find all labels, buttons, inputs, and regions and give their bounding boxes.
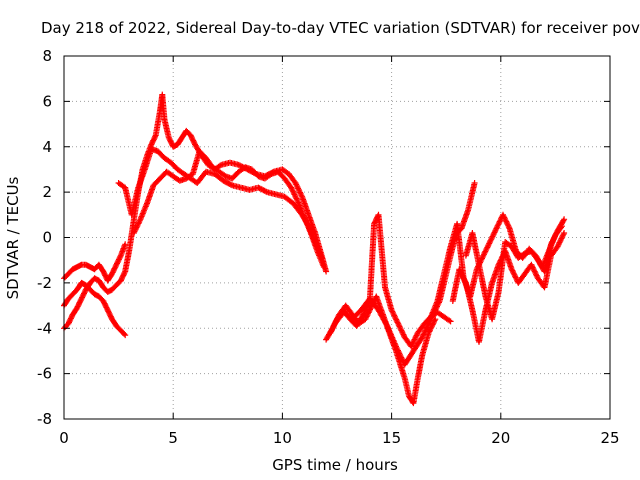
x-tick-label: 20 — [491, 429, 510, 447]
x-tick-label: 15 — [382, 429, 401, 447]
chart-title: Day 218 of 2022, Sidereal Day-to-day VTE… — [41, 19, 640, 37]
data-point-marker — [117, 253, 124, 260]
x-tick-label: 5 — [168, 429, 178, 447]
series-track-a — [61, 241, 129, 284]
data-point-marker — [481, 249, 488, 256]
y-tick-label: 8 — [42, 47, 52, 65]
data-point-marker — [410, 339, 417, 346]
data-point-marker — [492, 228, 499, 235]
data-points-layer — [61, 91, 568, 407]
data-point-marker — [480, 252, 487, 259]
data-point-marker — [560, 217, 567, 224]
data-point-marker — [457, 269, 464, 275]
data-point-marker — [508, 266, 515, 273]
data-point-marker — [484, 243, 491, 250]
x-axis-label: GPS time / hours — [272, 456, 398, 474]
data-point-marker — [360, 311, 367, 318]
y-tick-label: 6 — [42, 92, 52, 110]
data-point-marker — [529, 263, 535, 270]
y-tick-label: -2 — [37, 274, 52, 292]
data-point-marker — [495, 261, 502, 268]
data-point-marker — [394, 319, 401, 326]
data-point-marker — [290, 188, 297, 195]
axis-ticks — [63, 55, 611, 420]
data-point-marker — [561, 216, 568, 223]
data-point-marker — [503, 220, 510, 226]
y-tick-label: -4 — [37, 319, 52, 337]
series-track-l — [462, 216, 568, 323]
x-tick-label: 10 — [273, 429, 292, 447]
data-point-marker — [557, 238, 564, 245]
data-point-marker — [395, 322, 402, 329]
data-point-marker — [531, 267, 537, 274]
data-point-marker — [408, 342, 415, 348]
series-track-c — [61, 275, 124, 332]
data-point-marker — [320, 264, 327, 270]
data-point-marker — [502, 217, 509, 224]
data-point-marker — [133, 224, 140, 231]
data-point-marker — [121, 330, 128, 337]
y-tick-label: -8 — [37, 410, 52, 428]
data-point-marker — [483, 245, 490, 252]
data-point-marker — [447, 318, 454, 325]
x-tick-label: 0 — [59, 429, 69, 447]
data-point-marker — [392, 315, 399, 322]
data-point-marker — [328, 328, 335, 335]
data-point-marker — [495, 221, 502, 228]
data-point-marker — [361, 308, 368, 315]
data-point-marker — [555, 242, 562, 249]
y-tick-label: 4 — [42, 138, 52, 156]
y-tick-label: -6 — [37, 365, 52, 383]
data-point-marker — [471, 180, 478, 186]
data-point-marker — [550, 237, 556, 244]
x-tick-label: 25 — [600, 429, 619, 447]
data-point-marker — [493, 225, 500, 232]
series-track-h — [327, 211, 454, 350]
series-track-f — [130, 148, 327, 270]
data-point-marker — [510, 269, 516, 275]
data-point-marker — [553, 230, 560, 237]
y-tick-label: 0 — [42, 229, 52, 247]
data-point-marker — [132, 227, 139, 234]
grid — [64, 56, 610, 419]
axis-tick-labels: 0 5 10 15 20 25 -8 -6 -4 -2 0 2 4 6 8 — [37, 47, 620, 447]
y-axis-label: SDTVAR / TECUs — [4, 176, 22, 299]
data-point-marker — [500, 213, 507, 220]
series-track-b — [61, 279, 129, 339]
data-point-marker — [456, 266, 463, 273]
data-point-marker — [512, 273, 518, 280]
data-point-marker — [216, 162, 223, 169]
data-point-marker — [496, 218, 503, 225]
data-point-marker — [288, 184, 295, 191]
y-tick-label: 2 — [42, 183, 52, 201]
data-point-marker — [121, 269, 128, 276]
data-point-marker — [122, 332, 129, 339]
data-point-marker — [446, 317, 453, 324]
data-point-marker — [293, 182, 300, 189]
data-point-marker — [561, 230, 568, 236]
data-point-marker — [323, 268, 330, 275]
